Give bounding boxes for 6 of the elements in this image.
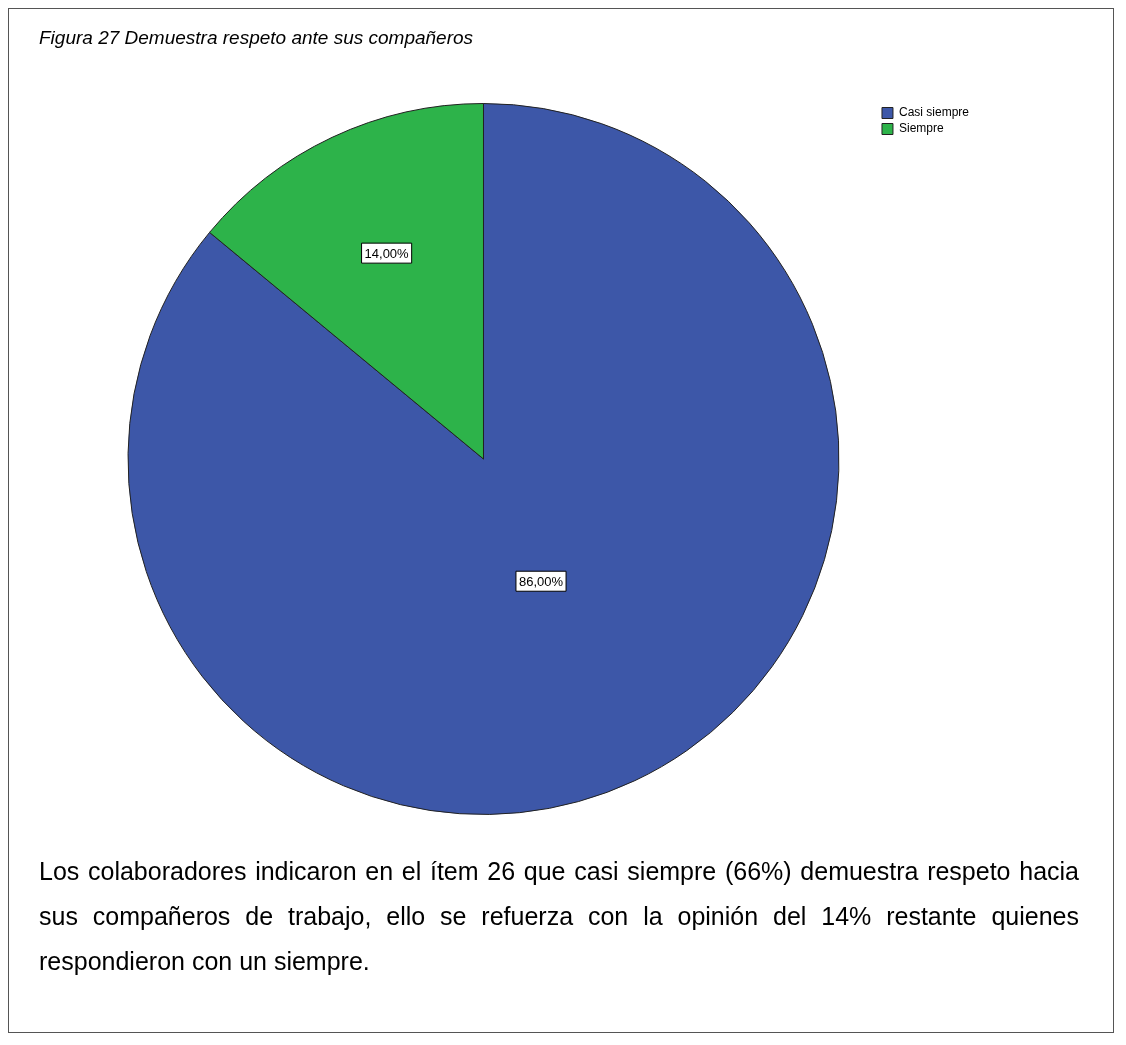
text: Los colaboradores indicaron en el ítem 26 que casi siempre (66%) demuestra respeto hacia sus compañeros de trabajo, ello se refuerza con la opinión del 14% restante quienes respondieron con un siempre. bbox=[39, 856, 1079, 977]
legend-label: Siempre bbox=[898, 121, 944, 136]
legend-label: Casi siempre bbox=[898, 105, 970, 120]
data-label: 14,00% bbox=[364, 245, 410, 261]
data-label: 86,00% bbox=[518, 573, 564, 589]
chart-title: Figura 27 Demuestra respeto ante sus compañeros bbox=[39, 27, 474, 49]
